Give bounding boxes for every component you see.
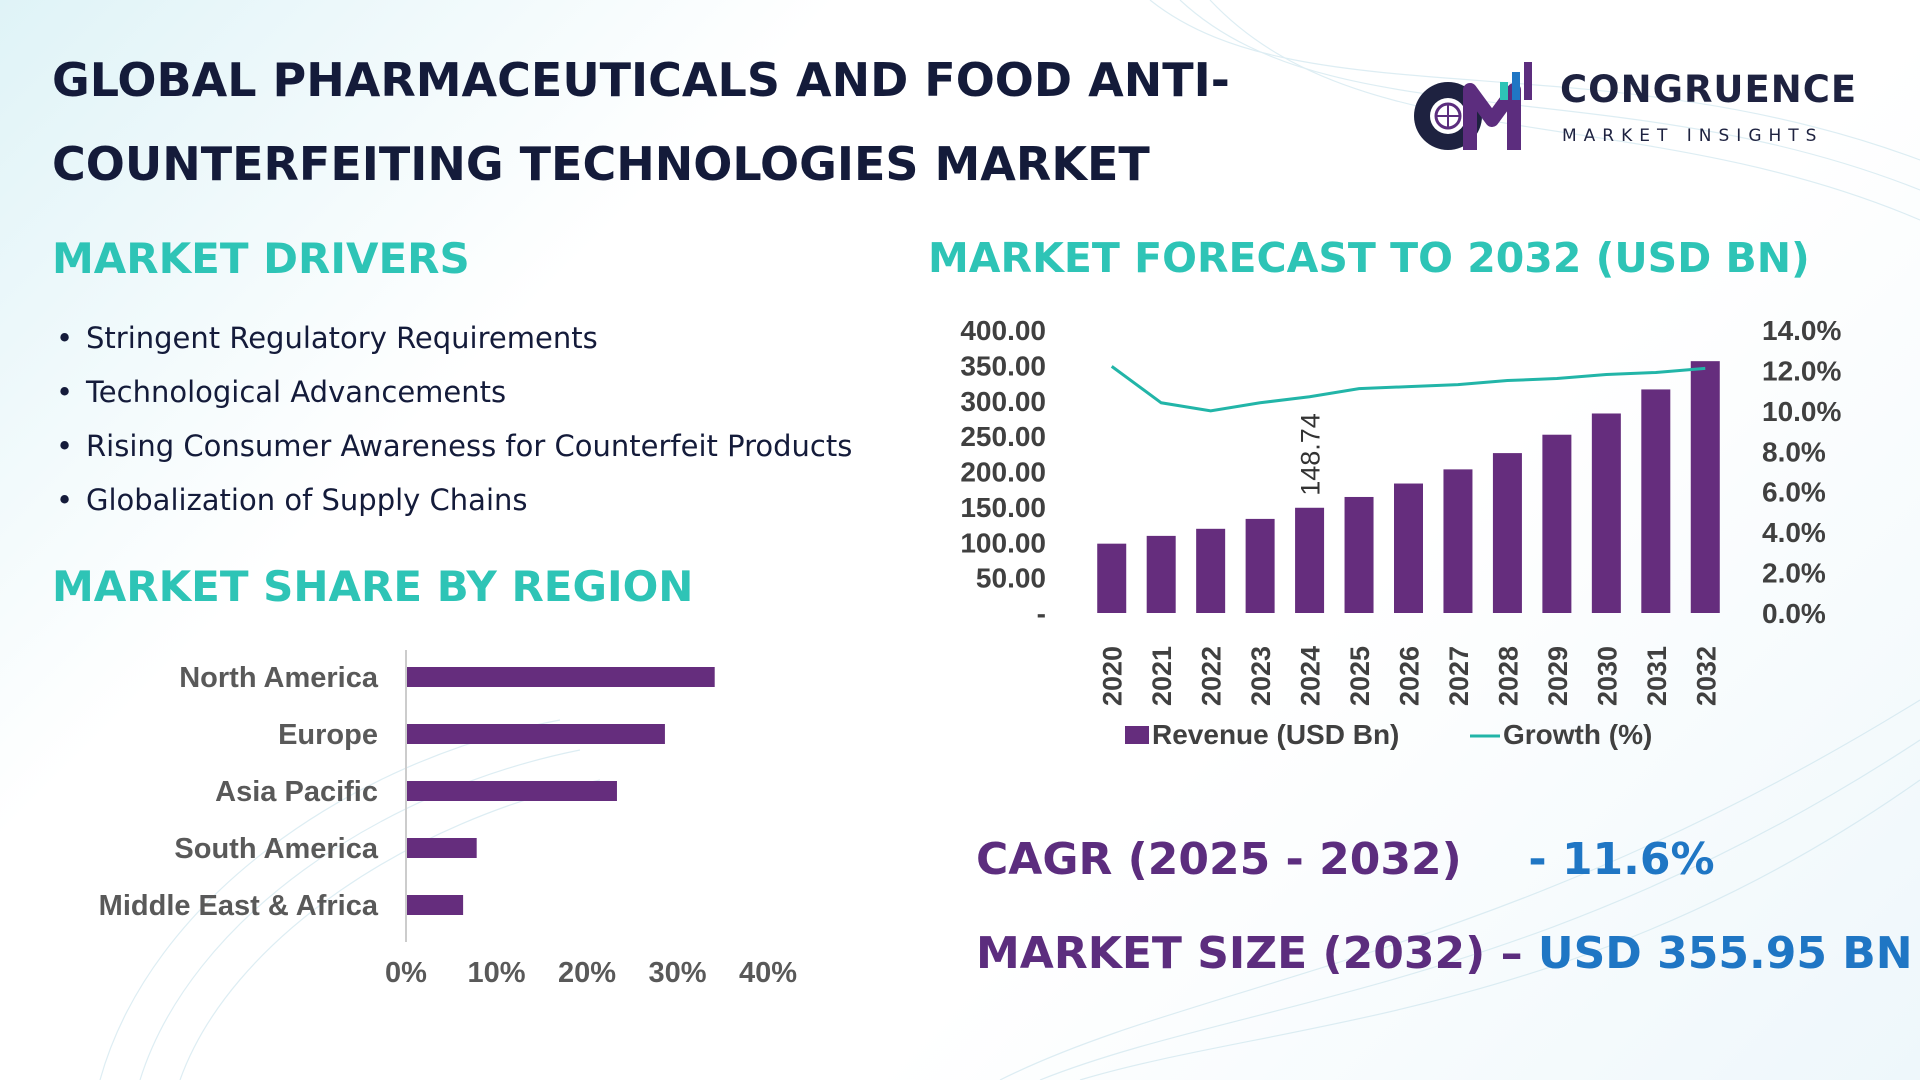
driver-text: Rising Consumer Awareness for Counterfei… <box>86 429 853 463</box>
market-size-dash: – <box>1500 928 1523 979</box>
legend-swatch-revenue <box>1125 726 1149 744</box>
bullet-icon: • <box>56 321 74 355</box>
region-label: Europe <box>278 719 378 751</box>
revenue-bar <box>1146 535 1176 613</box>
revenue-bar <box>1394 483 1423 613</box>
x-tick-label: 0% <box>385 957 427 989</box>
driver-item: • Globalization of Supply Chains <box>56 476 852 530</box>
revenue-bar <box>1097 543 1127 613</box>
x-tick-label: 2028 <box>1493 646 1523 706</box>
driver-item: • Stringent Regulatory Requirements <box>56 314 852 368</box>
growth-line <box>1110 365 1706 413</box>
title-line-2: COUNTERFEITING TECHNOLOGIES MARKET <box>52 137 1150 191</box>
title-line-1: GLOBAL PHARMACEUTICALS AND FOOD ANTI- <box>52 53 1230 107</box>
region-label: Middle East & Africa <box>99 890 379 922</box>
revenue-bar <box>1492 453 1522 613</box>
revenue-bar <box>1542 434 1572 613</box>
revenue-bar <box>1295 507 1325 613</box>
revenue-bar <box>1591 413 1621 613</box>
x-tick-label: 2032 <box>1691 646 1721 706</box>
region-bar <box>407 667 715 687</box>
x-tick-label: 40% <box>739 957 797 989</box>
data-label: 148.74 <box>1296 413 1326 496</box>
bullet-icon: • <box>56 375 74 409</box>
region-chart: North America Europe Asia Pacific South Ame… <box>99 650 797 989</box>
x-tick-label: 2027 <box>1444 646 1474 706</box>
x-tick-label: 2026 <box>1395 646 1425 706</box>
y-right-tick-label: 6.0% <box>1762 477 1826 508</box>
x-tick-label: 10% <box>467 957 525 989</box>
y-left-tick-label: 250.00 <box>960 421 1046 452</box>
region-label: South America <box>174 833 378 865</box>
region-bar <box>407 838 477 858</box>
market-size-label: MARKET SIZE (2032) <box>976 928 1486 979</box>
cagr-kpi: CAGR (2025 - 2032) - 11.6% <box>976 834 1715 885</box>
driver-text: Globalization of Supply Chains <box>86 483 528 517</box>
page-title: GLOBAL PHARMACEUTICALS AND FOOD ANTI- CO… <box>52 38 1352 206</box>
x-tick-label: 2021 <box>1147 646 1177 706</box>
revenue-bar <box>1344 496 1374 613</box>
y-right-tick-label: 14.0% <box>1762 315 1841 346</box>
cagr-value: - 11.6% <box>1528 834 1715 885</box>
y-right-tick-label: 4.0% <box>1762 517 1826 548</box>
y-left-tick-label: 50.00 <box>976 563 1046 594</box>
forecast-heading: MARKET FORECAST TO 2032 (USD BN) <box>928 234 1810 282</box>
y-right-tick-label: 2.0% <box>1762 558 1826 589</box>
y-left-tick-label: 150.00 <box>960 492 1046 523</box>
y-right-tick-label: 0.0% <box>1762 598 1826 629</box>
x-tick-label: 2031 <box>1642 646 1672 706</box>
x-tick-label: 2029 <box>1543 646 1573 706</box>
revenue-bar <box>1641 389 1671 613</box>
x-tick-label: 2025 <box>1345 646 1375 706</box>
y-right-tick-label: 12.0% <box>1762 355 1841 386</box>
x-tick-label: 2030 <box>1592 646 1622 706</box>
revenue-bar <box>1443 469 1473 613</box>
cagr-label: CAGR (2025 - 2032) <box>976 834 1462 885</box>
legend-label-growth: Growth (%) <box>1503 719 1652 750</box>
logo: CONGRUENCE MARKET INSIGHTS <box>1400 58 1880 158</box>
revenue-bar <box>1690 361 1720 613</box>
x-tick-label: 2023 <box>1246 646 1276 706</box>
driver-text: Stringent Regulatory Requirements <box>86 321 598 355</box>
y-left-tick-label: - <box>1037 598 1046 629</box>
x-tick-label: 2024 <box>1296 646 1326 706</box>
x-tick-label: 2020 <box>1098 646 1128 706</box>
logo-tagline: MARKET INSIGHTS <box>1562 126 1824 146</box>
drivers-list: • Stringent Regulatory Requirements • Tech… <box>56 314 852 530</box>
market-drivers-heading: MARKET DRIVERS <box>52 234 470 283</box>
bullet-icon: • <box>56 483 74 517</box>
y-left-tick-label: 400.00 <box>960 315 1046 346</box>
y-left-tick-label: 350.00 <box>960 350 1046 381</box>
region-bar <box>407 724 665 744</box>
legend-label-revenue: Revenue (USD Bn) <box>1152 719 1399 750</box>
x-tick-label: 2022 <box>1197 646 1227 706</box>
y-left-tick-label: 200.00 <box>960 457 1046 488</box>
region-label: North America <box>179 662 379 694</box>
y-left-tick-label: 100.00 <box>960 527 1046 558</box>
region-heading: MARKET SHARE BY REGION <box>52 562 694 611</box>
x-tick-label: 30% <box>648 957 706 989</box>
region-label: Asia Pacific <box>215 776 378 808</box>
driver-text: Technological Advancements <box>86 375 507 409</box>
y-right-tick-label: 10.0% <box>1762 396 1841 427</box>
logo-mark-icon <box>1414 62 1532 150</box>
revenue-bar <box>1196 528 1226 613</box>
y-left-tick-label: 300.00 <box>960 386 1046 417</box>
forecast-chart: - 50.00 100.00 150.00 200.00 250.00 300.00 350.… <box>960 315 1841 750</box>
driver-item: • Technological Advancements <box>56 368 852 422</box>
region-bar <box>407 895 464 915</box>
y-right-tick-label: 8.0% <box>1762 436 1826 467</box>
driver-item: • Rising Consumer Awareness for Counterfe… <box>56 422 852 476</box>
market-size-kpi: MARKET SIZE (2032) – USD 355.95 BN <box>976 928 1913 979</box>
bullet-icon: • <box>56 429 74 463</box>
logo-name: CONGRUENCE <box>1560 68 1858 111</box>
region-bar <box>407 781 617 801</box>
market-size-value: USD 355.95 BN <box>1537 928 1913 979</box>
revenue-bar <box>1245 518 1275 613</box>
x-tick-label: 20% <box>558 957 616 989</box>
